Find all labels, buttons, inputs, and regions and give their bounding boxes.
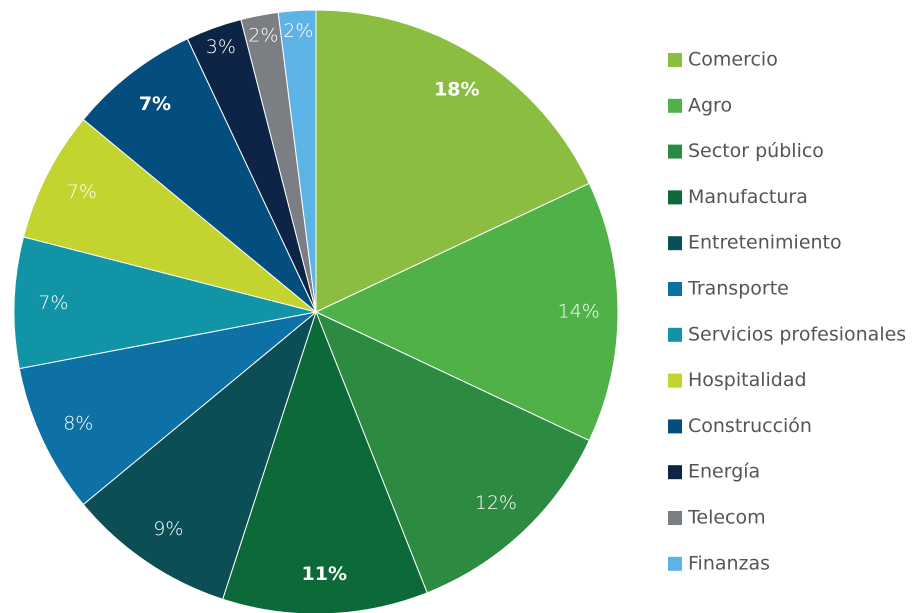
slice-label: 11% [302,563,347,585]
legend-swatch [668,53,682,67]
legend-label: Manufactura [688,186,808,208]
legend-label: Agro [688,94,732,116]
pie-slice [315,311,590,594]
pie-slice [314,182,619,442]
pie-slice [18,311,317,506]
legend-label: Hospitalidad [688,369,807,391]
legend-swatch [668,282,682,296]
slice-label: 9% [153,518,183,540]
slice-label: 8% [63,412,93,434]
slice-label: 2% [283,20,313,42]
slice-label: 18% [434,79,479,101]
slice-label: 14% [558,301,600,323]
legend-swatch [668,465,682,480]
legend-label: Sector público [688,140,824,162]
pie-slice [22,118,317,313]
pie-slice [82,38,317,313]
legend-swatch [668,327,682,342]
legend-swatch [668,236,682,251]
slice-label: 7% [38,292,68,314]
legend-label: Finanzas [688,552,770,574]
slice-label: 12% [475,492,517,514]
pie-slice [13,236,317,370]
slice-label: 3% [206,36,236,58]
slice-label: 7% [139,93,171,115]
legend-label: Comercio [688,49,778,71]
legend-swatch [668,98,682,113]
legend-swatch [668,190,682,205]
slice-label: 2% [248,25,278,47]
legend-swatch [668,419,682,434]
legend-label: Energía [688,461,760,483]
legend-label: Transporte [687,278,789,300]
pie-slice [277,9,317,313]
legend-label: Entretenimiento [688,232,842,254]
legend-swatch [668,511,682,525]
legend-swatch [668,144,682,159]
legend-label: Servicios profesionales [688,323,906,345]
slice-label: 7% [67,181,97,203]
legend-swatch [668,373,682,388]
legend-label: Construcción [688,415,812,437]
legend-swatch [668,556,682,571]
pie-slice [222,310,428,613]
legend-label: Telecom [687,507,766,529]
pie-slice [315,9,590,313]
pie-slice [82,310,318,600]
